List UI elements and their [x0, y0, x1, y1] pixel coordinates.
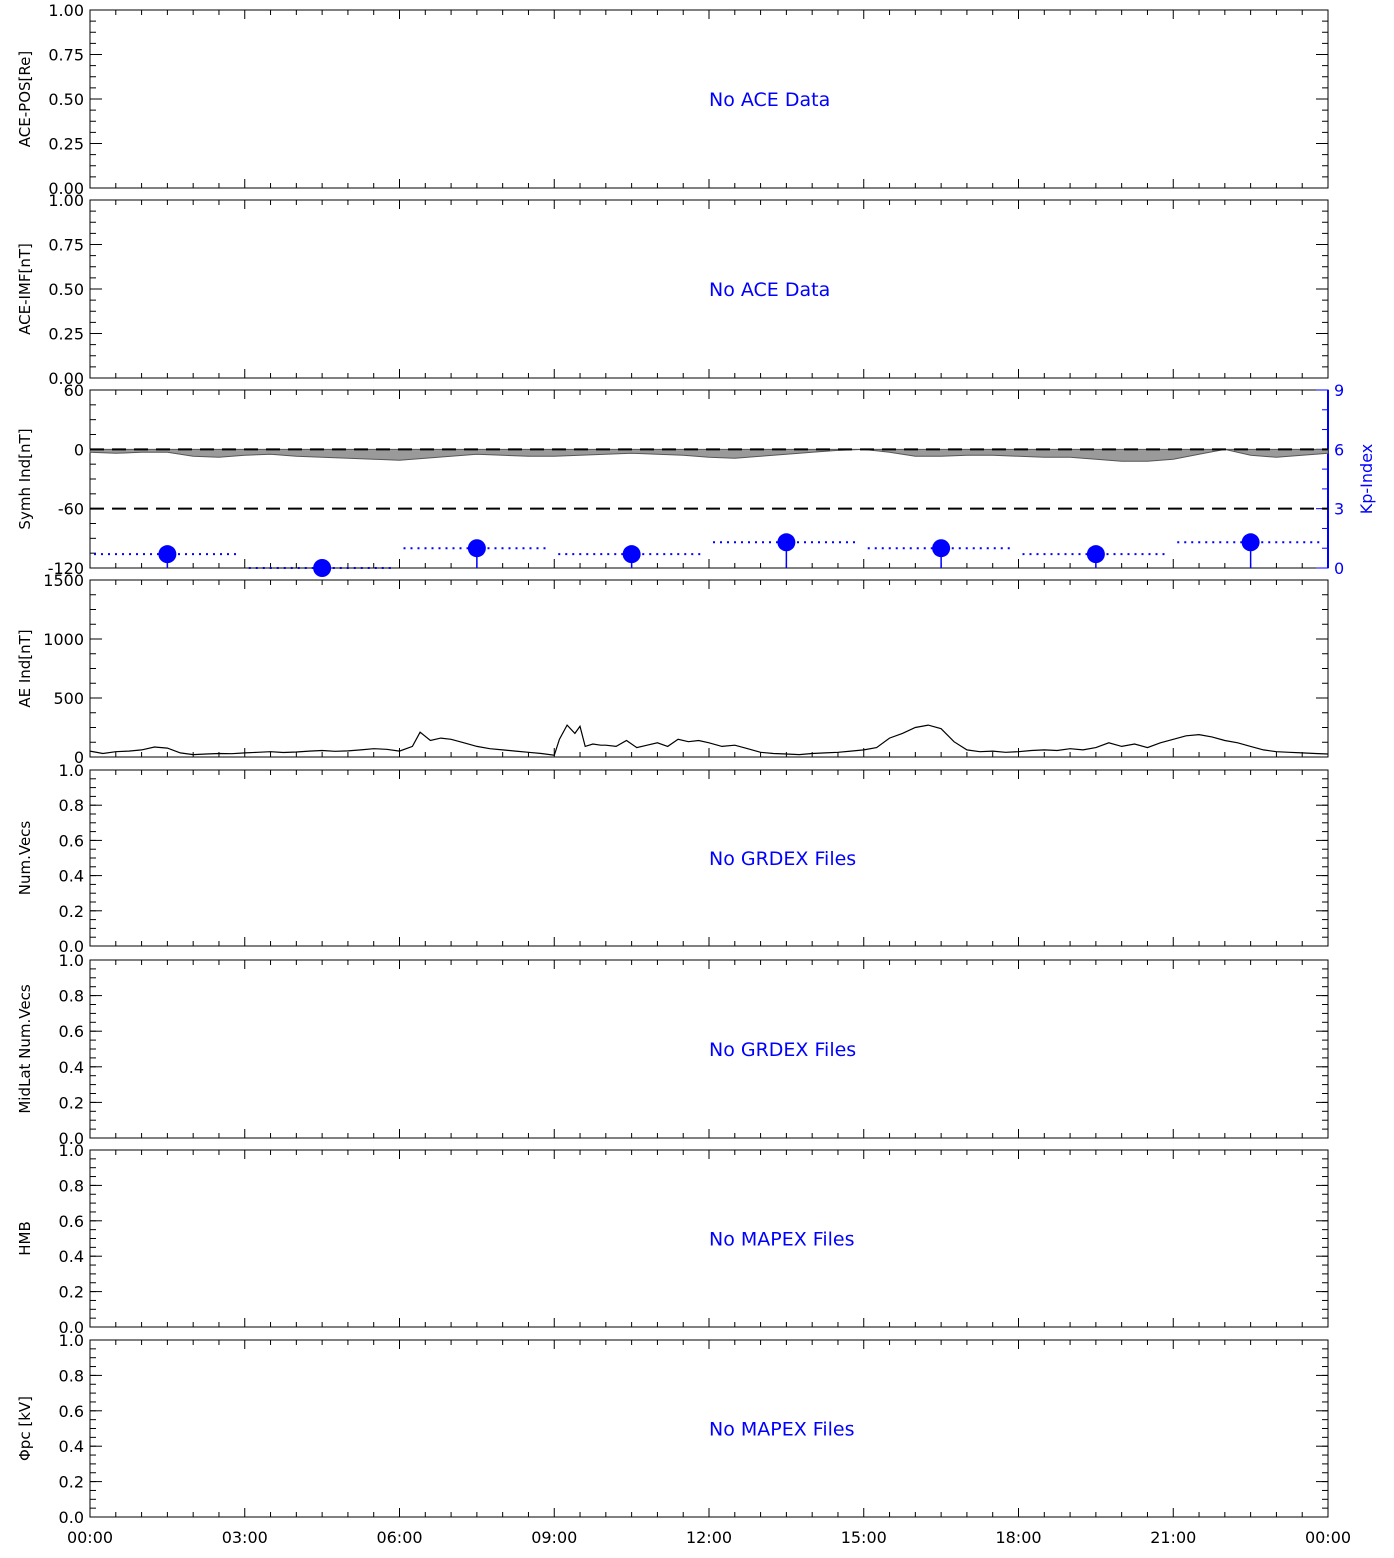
y-tick-label: 0.0 [59, 1508, 84, 1527]
y-tick-label: 1000 [43, 630, 84, 649]
y-axis-label: MidLat Num.Vecs [16, 984, 34, 1114]
panel-symh: -120 -60 0 60 Symh Ind[nT] 0 3 6 9 Kp-Index [16, 381, 1376, 578]
y-tick-label: 0.2 [59, 1093, 84, 1112]
y-tick-label: 0.8 [59, 1176, 84, 1195]
kp-point [1086, 545, 1105, 564]
kp-point [932, 539, 951, 558]
no-data-message: No GRDEX Files [709, 1039, 856, 1061]
y-tick-label: 0.75 [48, 236, 84, 255]
y-tick-label: 1.0 [59, 951, 84, 970]
y-tick-label: 0.25 [48, 135, 84, 154]
y-axis-label: ACE-IMF[nT] [16, 243, 34, 335]
y-tick-label: 1.0 [59, 761, 84, 780]
y-tick-label: 1.0 [59, 1141, 84, 1160]
y-tick-label: 0.8 [59, 987, 84, 1006]
kp-tick-label: 6 [1334, 440, 1344, 459]
ae-line [89, 724, 1329, 756]
y-tick-label: 0 [74, 440, 84, 459]
kp-point [622, 545, 641, 564]
y-tick-label: 0.6 [59, 1212, 84, 1231]
panel-ace-imf: 0.00 0.25 0.50 0.75 1.00 ACE-IMF[nT] No ACE Da… [16, 191, 1329, 388]
panel-hmb: 0.0 0.2 0.4 0.6 0.8 1.0 HMB No MAPEX Files [16, 1141, 1329, 1337]
x-tick-label: 21:00 [1150, 1528, 1196, 1547]
kp-point [158, 545, 177, 564]
x-tick-label: 15:00 [841, 1528, 887, 1547]
y-tick-label: 0.4 [59, 1437, 84, 1456]
y-tick-label: 0.00 [48, 179, 84, 198]
y-tick-label: 60 [64, 381, 84, 400]
y-axis-label: Num.Vecs [16, 821, 34, 896]
y-axis-label: Symh Ind[nT] [16, 428, 34, 529]
y-axis-label: HMB [16, 1221, 34, 1256]
y-tick-label: 0 [74, 748, 84, 767]
y-tick-label: 0.50 [48, 90, 84, 109]
y-tick-label: 0.4 [59, 867, 84, 886]
kp-point [777, 533, 796, 552]
no-data-message: No ACE Data [709, 279, 830, 301]
y-tick-label: 1.00 [48, 191, 84, 210]
kp-point [1241, 533, 1260, 552]
y-tick-label: 0.25 [48, 325, 84, 344]
y-tick-label: -60 [58, 500, 84, 519]
y-tick-label: 0.75 [48, 46, 84, 65]
y-tick-label: 0.2 [59, 1283, 84, 1302]
y-axis-label: ACE-POS[Re] [16, 51, 34, 147]
panel-phipc: 0.0 0.2 0.4 0.6 0.8 1.0 Φpc [kV] No MAPEX Files [16, 1331, 1329, 1527]
y-tick-label: 0.4 [59, 1247, 84, 1266]
panel-numvecs: 0.0 0.2 0.4 0.6 0.8 1.0 Num.Vecs No GRDEX Files [16, 761, 1329, 956]
y-tick-label: 0.2 [59, 1473, 84, 1492]
x-tick-label: 00:00 [1305, 1528, 1351, 1547]
symh-area [89, 448, 1329, 462]
y-tick-label: 0.8 [59, 796, 84, 815]
kp-point [313, 559, 332, 577]
panel-ae: 0 500 1000 1500 AE Ind[nT] [16, 571, 1329, 767]
y-tick-label: 0.8 [59, 1366, 84, 1385]
x-tick-label: 06:00 [376, 1528, 422, 1547]
plot-frame [89, 579, 1329, 758]
y-tick-label: 0.50 [48, 280, 84, 299]
panel-midlat: 0.0 0.2 0.4 0.6 0.8 1.0 MidLat Num.Vecs No GRDE… [16, 951, 1329, 1148]
no-data-message: No ACE Data [709, 89, 830, 111]
y-axis-label: Φpc [kV] [16, 1396, 34, 1461]
plot-frame [89, 389, 1329, 569]
y-tick-label: 500 [53, 689, 84, 708]
y-tick-label: 0.0 [59, 1318, 84, 1337]
y-tick-label: -120 [48, 559, 84, 578]
y-tick-label: 0.6 [59, 831, 84, 850]
x-tick-label: 03:00 [222, 1528, 268, 1547]
kp-point [467, 539, 486, 558]
kp-tick-label: 0 [1334, 559, 1344, 578]
panel-ace-pos: 0.00 0.25 0.50 0.75 1.00 ACE-POS[Re] No ACE Da… [16, 1, 1329, 198]
y-axis-label: AE Ind[nT] [16, 629, 34, 707]
x-tick-label: 00:00 [67, 1528, 113, 1547]
kp-axis-label: Kp-Index [1357, 444, 1376, 514]
x-tick-label: 09:00 [531, 1528, 577, 1547]
x-tick-label: 12:00 [686, 1528, 732, 1547]
y-tick-label: 0.0 [59, 1129, 84, 1148]
y-tick-label: 1.00 [48, 1, 84, 20]
no-data-message: No MAPEX Files [709, 1419, 854, 1441]
no-data-message: No GRDEX Files [709, 848, 856, 870]
y-tick-label: 0.6 [59, 1402, 84, 1421]
y-tick-label: 0.2 [59, 902, 84, 921]
y-tick-label: 0.00 [48, 369, 84, 388]
x-tick-label: 18:00 [995, 1528, 1041, 1547]
y-tick-label: 0.0 [59, 937, 84, 956]
y-tick-label: 1500 [43, 571, 84, 590]
kp-tick-label: 9 [1334, 381, 1344, 400]
y-tick-label: 1.0 [59, 1331, 84, 1350]
no-data-message: No MAPEX Files [709, 1229, 854, 1251]
y-tick-label: 0.6 [59, 1022, 84, 1041]
y-tick-label: 0.4 [59, 1058, 84, 1077]
kp-tick-label: 3 [1334, 500, 1344, 519]
